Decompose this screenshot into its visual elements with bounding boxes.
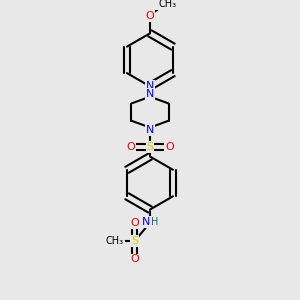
Text: CH₃: CH₃	[159, 0, 177, 9]
Text: CH₃: CH₃	[106, 236, 124, 246]
Text: H: H	[151, 217, 159, 227]
Text: O: O	[130, 218, 139, 228]
Text: S: S	[131, 236, 138, 246]
Text: N: N	[146, 89, 154, 99]
Text: S: S	[146, 142, 154, 152]
Text: N: N	[146, 125, 154, 135]
Text: N: N	[146, 81, 154, 92]
Text: O: O	[126, 142, 135, 152]
Text: O: O	[146, 11, 154, 21]
Text: O: O	[165, 142, 174, 152]
Text: N: N	[141, 217, 150, 227]
Text: O: O	[130, 254, 139, 265]
